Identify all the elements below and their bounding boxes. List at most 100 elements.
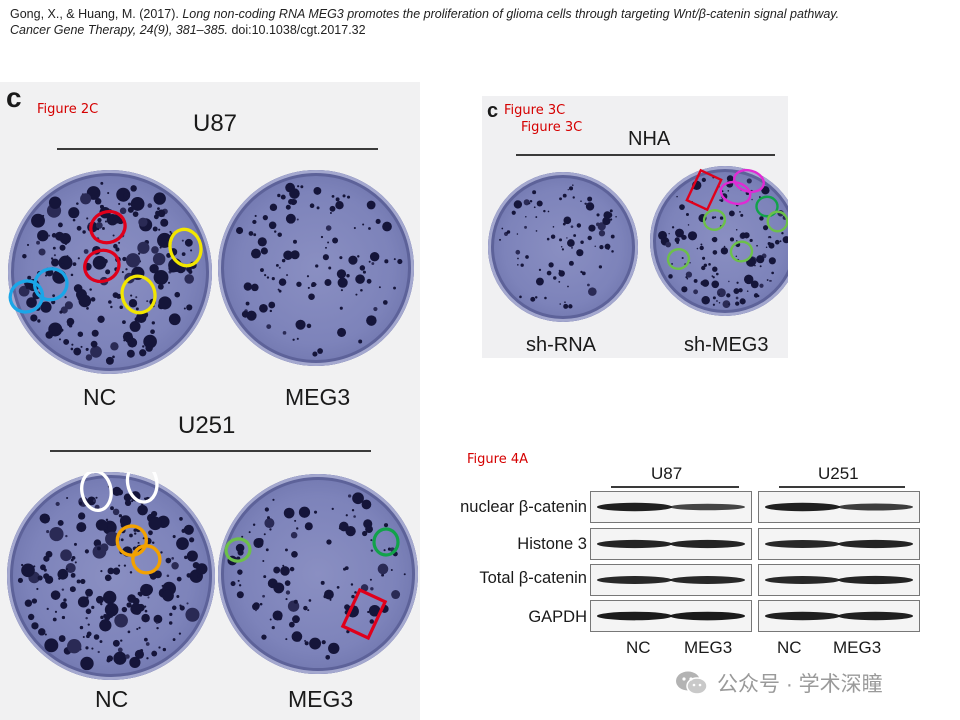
colony [331, 194, 335, 198]
colony [700, 243, 703, 246]
colony [176, 537, 189, 551]
colony [329, 211, 332, 214]
colony [113, 243, 118, 249]
colony [368, 260, 371, 263]
colony [110, 342, 119, 351]
figure-3c-label-duplicate: Figure 3C [521, 120, 583, 135]
colony [751, 198, 753, 201]
colony [123, 192, 131, 200]
colony [715, 272, 719, 276]
colony [123, 493, 132, 502]
colony [271, 277, 275, 281]
annotation-marker [33, 267, 69, 302]
colony [559, 197, 562, 201]
colony [143, 334, 157, 349]
colony [116, 489, 124, 496]
colony [86, 217, 89, 220]
colony [100, 181, 104, 185]
colony [43, 555, 50, 562]
colony [138, 217, 148, 227]
colony [237, 579, 240, 582]
colony [241, 535, 244, 538]
colony [357, 255, 360, 258]
colony [736, 281, 739, 284]
wb-lane-label: NC [626, 638, 651, 657]
annotation-marker [120, 274, 157, 315]
colony [353, 226, 356, 230]
colony [720, 199, 724, 203]
colony [166, 253, 172, 258]
blot-strip [758, 528, 920, 560]
wb-lane-label: MEG3 [684, 638, 733, 657]
colony [40, 564, 46, 571]
colony [60, 328, 64, 332]
protein-band [764, 502, 840, 512]
colony [52, 246, 56, 250]
annotation-marker [340, 587, 388, 641]
colony [728, 210, 735, 217]
colony [122, 320, 126, 324]
colony [130, 294, 133, 297]
colony [267, 516, 270, 520]
colony [316, 206, 320, 210]
colony [320, 235, 324, 239]
colony [766, 279, 769, 281]
colony [782, 236, 788, 244]
colony [129, 533, 133, 538]
colony [90, 345, 102, 358]
colony [323, 594, 327, 599]
colony-dots [499, 184, 617, 309]
colony [681, 234, 687, 240]
colony [559, 238, 563, 242]
colony [127, 630, 131, 634]
colony [749, 238, 753, 243]
colony [293, 239, 297, 244]
colony [520, 263, 524, 267]
nha-rule [516, 154, 775, 156]
colony [104, 220, 107, 223]
colony [78, 512, 86, 520]
colony-dots [658, 168, 788, 309]
colony [550, 234, 556, 239]
colony [26, 297, 37, 308]
colony [112, 355, 115, 359]
colony [371, 262, 375, 265]
colony [699, 245, 704, 251]
colony [716, 300, 718, 302]
colony [361, 499, 372, 510]
colony [58, 635, 66, 642]
colony [321, 640, 326, 645]
citation-authors: Gong, X., & Huang, M. (2017). [10, 7, 183, 21]
colony [268, 221, 277, 230]
colony [59, 310, 63, 314]
colony [185, 607, 200, 622]
colony [286, 274, 289, 277]
colony [687, 231, 698, 241]
colony [560, 245, 563, 248]
colony [756, 244, 758, 247]
colony [46, 530, 50, 534]
colony [113, 651, 127, 665]
colony [729, 237, 735, 242]
colony [735, 229, 738, 231]
colony [181, 239, 184, 242]
colony [77, 331, 84, 337]
colony [558, 269, 561, 272]
colony [76, 522, 87, 533]
colony [378, 286, 381, 289]
protein-band [838, 575, 914, 585]
colony [272, 498, 275, 501]
colony [48, 234, 51, 237]
colony [85, 588, 93, 597]
protein-band [670, 576, 746, 584]
colony [332, 237, 339, 244]
colony [337, 277, 348, 288]
colony [167, 281, 171, 284]
colony [552, 226, 555, 228]
colony [295, 319, 306, 330]
colony [273, 566, 281, 574]
annotation-marker [89, 209, 127, 245]
colony [85, 608, 92, 615]
colony [369, 252, 380, 262]
colony [94, 198, 102, 205]
